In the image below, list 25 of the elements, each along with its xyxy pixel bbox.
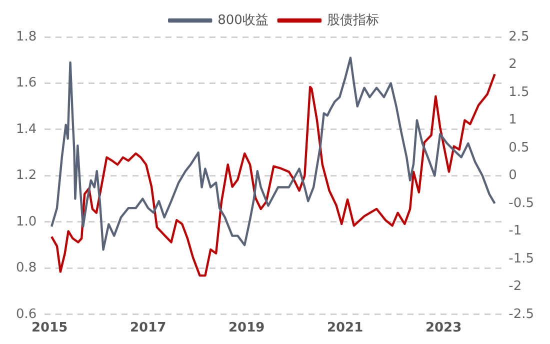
y2-tick-label: -1.5 [508, 251, 534, 266]
y2-tick-label: -1 [508, 224, 522, 239]
y2-tick-label: -2 [508, 279, 522, 294]
legend-label: 800收益 [218, 12, 268, 28]
legend-label: 股债指标 [326, 12, 379, 28]
x-tick-label: 2017 [130, 320, 166, 336]
x-tick-label: 2021 [326, 320, 364, 336]
y2-tick-label: -2.5 [508, 306, 534, 322]
y-tick-label: 1.2 [16, 168, 37, 184]
y2-tick-label: -0.5 [508, 196, 534, 211]
y2-tick-label: 1.5 [508, 84, 530, 100]
y2-tick-label: 0.5 [508, 140, 530, 156]
x-tick-label: 2019 [228, 320, 265, 336]
y2-tick-label: 2.5 [508, 29, 530, 44]
y-tick-label: 1.4 [16, 122, 37, 137]
y2-tick-label: 0 [508, 168, 517, 184]
y-tick-label: 0.6 [16, 306, 37, 322]
y-tick-label: 1.8 [16, 29, 37, 44]
y-tick-label: 1.6 [16, 76, 37, 91]
y2-tick-label: 2 [508, 57, 517, 72]
x-tick-label: 2015 [32, 320, 68, 336]
y2-tick-label: 1 [508, 112, 517, 128]
y-tick-label: 1.0 [16, 214, 37, 230]
y-tick-label: 0.8 [16, 260, 37, 276]
x-tick-label: 2023 [425, 320, 462, 336]
